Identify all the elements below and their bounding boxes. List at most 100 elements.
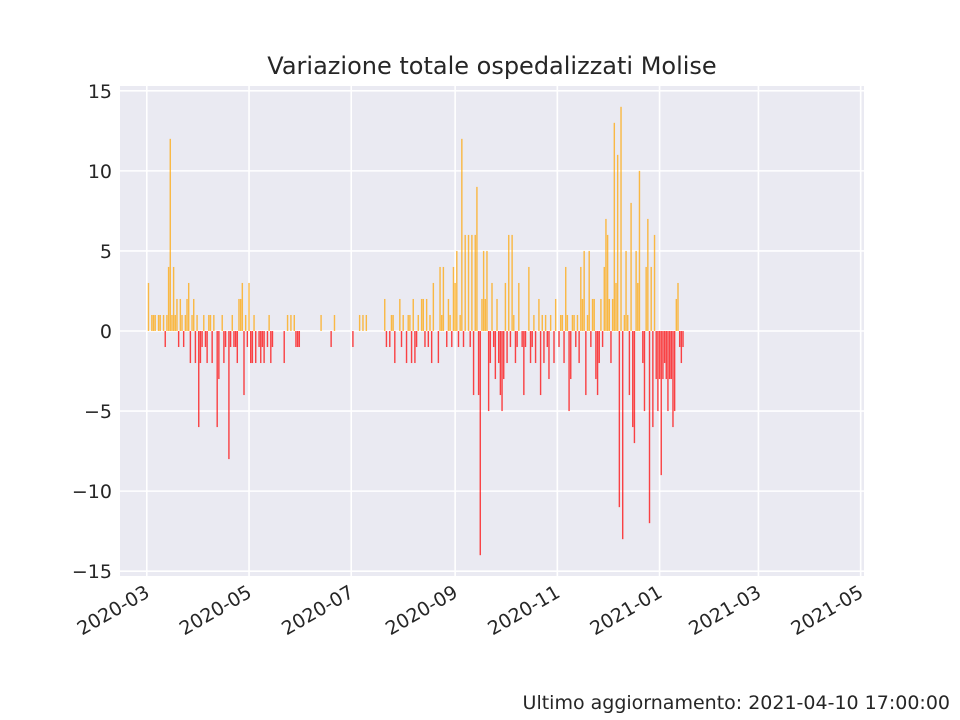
bar: [231, 314, 233, 331]
bar: [663, 331, 666, 364]
bar: [632, 331, 634, 428]
bar: [484, 298, 487, 331]
bar: [171, 314, 173, 331]
bar: [437, 331, 440, 364]
bar: [218, 331, 220, 380]
bar: [544, 314, 547, 331]
bar: [481, 298, 483, 331]
bar: [581, 298, 584, 331]
bar: [605, 218, 607, 331]
bar: [503, 331, 505, 380]
bar: [508, 234, 510, 331]
bar: [166, 314, 168, 331]
bar: [147, 282, 150, 331]
bar: [494, 331, 497, 380]
bar: [454, 282, 456, 331]
bar: [548, 331, 550, 380]
bar: [565, 266, 567, 331]
bar: [157, 314, 160, 331]
bar: [583, 250, 585, 331]
bar: [243, 331, 245, 396]
bar: [476, 186, 478, 331]
bar: [585, 331, 587, 396]
bar: [154, 314, 156, 331]
bar: [296, 331, 299, 348]
bar: [489, 331, 492, 364]
bar: [255, 331, 257, 364]
bar: [358, 314, 361, 331]
bar: [187, 282, 190, 331]
bar: [425, 298, 428, 331]
bar: [193, 298, 195, 331]
bar: [420, 298, 423, 331]
bar: [441, 314, 443, 331]
bar: [471, 234, 473, 331]
bar: [630, 202, 632, 331]
bar: [260, 331, 262, 364]
bar: [439, 266, 441, 331]
x-tick-label: 2021-03: [685, 581, 765, 640]
bar: [610, 331, 612, 364]
bar: [590, 331, 592, 348]
bar: [430, 331, 433, 364]
bar: [657, 331, 659, 412]
x-tick-label: 2020-05: [176, 581, 256, 640]
bar: [680, 331, 683, 364]
bar: [600, 298, 602, 331]
y-tick-label: −5: [84, 401, 112, 423]
bar: [496, 298, 498, 331]
bar: [518, 282, 520, 331]
bar: [201, 331, 203, 348]
bar: [429, 314, 431, 331]
bar: [330, 331, 332, 348]
bar: [412, 298, 414, 331]
bar: [675, 298, 678, 331]
bar: [499, 331, 502, 396]
bar: [501, 331, 503, 412]
bar: [244, 314, 247, 331]
bar: [491, 282, 493, 331]
bar: [513, 314, 515, 331]
bar: [211, 331, 213, 364]
x-tick-label: 2020-03: [74, 581, 154, 640]
bar: [181, 314, 183, 331]
y-axis-ticks: −15 −10 −5 0 5 10 15: [72, 81, 112, 583]
bar: [586, 314, 589, 331]
bar: [653, 234, 656, 331]
bar: [514, 331, 517, 364]
bar: [179, 298, 182, 331]
bar: [427, 331, 430, 348]
x-tick-label: 2020-07: [278, 581, 358, 640]
bar: [638, 170, 641, 331]
bar: [603, 266, 605, 331]
bar: [239, 298, 242, 331]
bar: [578, 331, 580, 364]
bar: [558, 331, 560, 348]
bar: [647, 218, 649, 331]
bar: [224, 331, 227, 348]
bar: [182, 331, 185, 348]
bar: [169, 138, 171, 331]
bar: [539, 331, 542, 396]
bar: [543, 331, 545, 364]
bar: [228, 331, 230, 460]
bar: [479, 331, 481, 556]
bar: [208, 314, 210, 331]
bar: [625, 250, 627, 331]
bar: [159, 314, 161, 331]
bar: [203, 314, 205, 331]
bar: [616, 154, 619, 331]
bar: [469, 331, 471, 348]
bar: [249, 331, 252, 364]
bar: [497, 331, 500, 364]
bar: [248, 282, 250, 331]
bar: [177, 331, 180, 348]
bar: [293, 314, 295, 331]
bar: [601, 331, 604, 348]
bar: [529, 331, 532, 364]
bar: [648, 331, 651, 524]
bar: [384, 298, 386, 331]
bar: [320, 314, 322, 331]
bar: [521, 331, 523, 348]
